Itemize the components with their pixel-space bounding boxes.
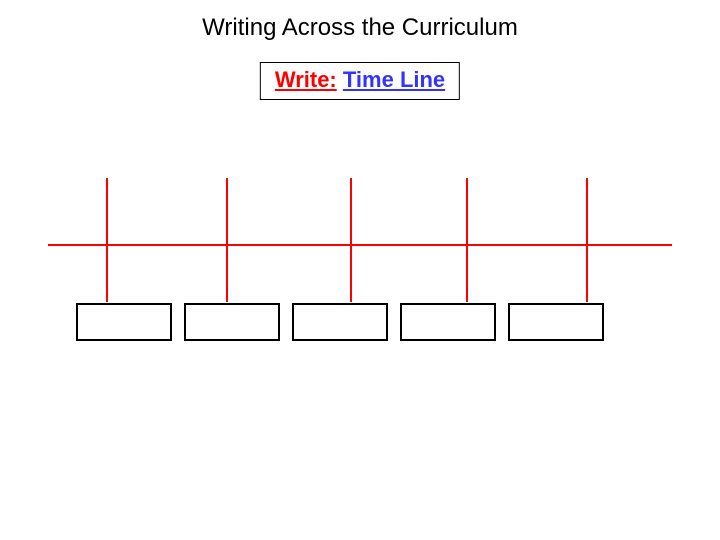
timeline-tick <box>106 178 108 302</box>
timeline-tick <box>586 178 588 302</box>
timeline-axis <box>48 244 672 246</box>
timeline-entry-box <box>292 303 388 341</box>
timeline-tick <box>226 178 228 302</box>
slide: { "title": { "text": "Writing Across the… <box>0 0 720 540</box>
subtitle-box: Write: Time Line <box>260 62 460 100</box>
timeline-entry-box <box>508 303 604 341</box>
subtitle-timeline: Time Line <box>343 67 445 92</box>
timeline-tick <box>350 178 352 302</box>
page-title: Writing Across the Curriculum <box>0 14 720 42</box>
timeline-entry-box <box>400 303 496 341</box>
subtitle-write: Write: <box>275 67 337 92</box>
timeline-entry-box <box>76 303 172 341</box>
timeline-tick <box>466 178 468 302</box>
timeline-entry-box <box>184 303 280 341</box>
